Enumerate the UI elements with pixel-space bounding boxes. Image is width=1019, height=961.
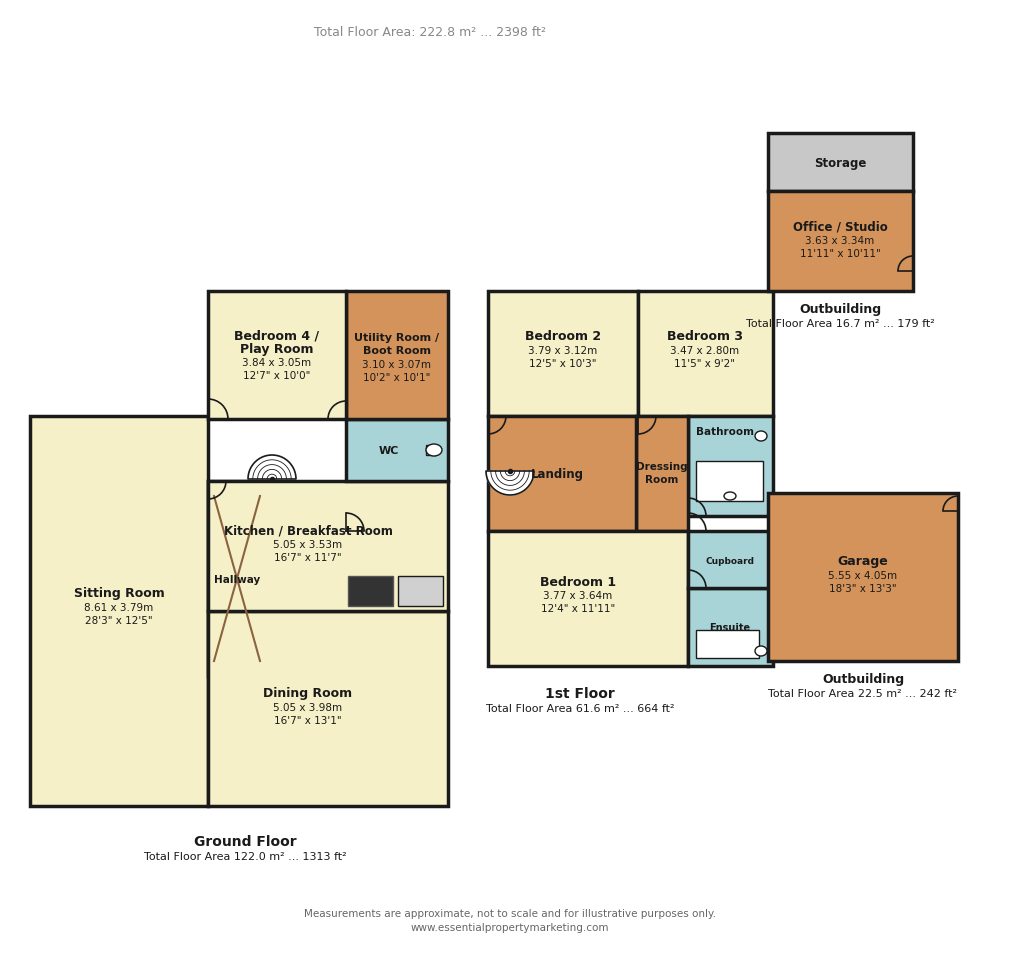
Bar	[397, 577, 442, 606]
Bar	[695, 461, 762, 502]
Text: Bedroom 2: Bedroom 2	[525, 331, 600, 343]
Text: 10'2" x 10'1": 10'2" x 10'1"	[363, 373, 430, 382]
Bar	[345, 292, 447, 420]
Bar	[767, 134, 912, 192]
Text: 12'4" x 11'11": 12'4" x 11'11"	[540, 604, 614, 613]
Bar	[426, 446, 435, 456]
Text: Total Floor Area 16.7 m² ... 179 ft²: Total Floor Area 16.7 m² ... 179 ft²	[745, 319, 933, 329]
Bar	[637, 292, 772, 416]
Text: 3.79 x 3.12m: 3.79 x 3.12m	[528, 346, 597, 356]
Text: Bedroom 4 /: Bedroom 4 /	[234, 330, 319, 342]
Text: Ground Floor: Ground Floor	[194, 834, 297, 849]
Text: 3.77 x 3.64m: 3.77 x 3.64m	[543, 590, 612, 601]
Ellipse shape	[426, 445, 441, 456]
Text: 5.05 x 3.98m: 5.05 x 3.98m	[273, 702, 342, 712]
Polygon shape	[248, 456, 296, 480]
Ellipse shape	[754, 431, 766, 441]
Text: Storage: Storage	[813, 157, 865, 169]
Bar	[208, 611, 447, 806]
Text: Boot Room: Boot Room	[363, 346, 431, 356]
Bar	[208, 292, 345, 420]
Text: 12'5" x 10'3": 12'5" x 10'3"	[529, 358, 596, 369]
Text: 12'7" x 10'0": 12'7" x 10'0"	[244, 371, 311, 381]
Text: Bathroom: Bathroom	[695, 427, 753, 436]
Ellipse shape	[754, 647, 766, 656]
Bar	[487, 531, 688, 666]
Text: 3.47 x 2.80m: 3.47 x 2.80m	[669, 346, 739, 356]
Text: 3.63 x 3.34m: 3.63 x 3.34m	[805, 235, 873, 246]
Text: Total Floor Area 122.0 m² ... 1313 ft²: Total Floor Area 122.0 m² ... 1313 ft²	[144, 851, 346, 861]
Text: Sitting Room: Sitting Room	[73, 587, 164, 600]
Text: 11'5" x 9'2": 11'5" x 9'2"	[674, 358, 735, 369]
Text: 5.05 x 3.53m: 5.05 x 3.53m	[273, 539, 342, 550]
Text: Total Floor Area: 222.8 m² ... 2398 ft²: Total Floor Area: 222.8 m² ... 2398 ft²	[314, 26, 545, 38]
Bar	[688, 416, 772, 516]
Bar	[695, 630, 758, 658]
Bar	[208, 481, 266, 677]
Text: WC: WC	[378, 446, 398, 456]
Text: Utility Room /: Utility Room /	[354, 333, 439, 343]
Text: www.essentialpropertymarketing.com: www.essentialpropertymarketing.com	[411, 922, 608, 932]
Text: Ensuite: Ensuite	[709, 623, 750, 632]
Bar	[767, 192, 912, 292]
Bar	[636, 416, 688, 531]
Text: Outbuilding: Outbuilding	[798, 303, 880, 316]
Text: 5.55 x 4.05m: 5.55 x 4.05m	[827, 571, 897, 580]
Bar	[487, 292, 637, 416]
Text: Cupboard: Cupboard	[705, 555, 754, 565]
Text: 8.61 x 3.79m: 8.61 x 3.79m	[85, 603, 154, 612]
Text: Total Floor Area 22.5 m² ... 242 ft²: Total Floor Area 22.5 m² ... 242 ft²	[767, 688, 957, 699]
Text: Dressing: Dressing	[636, 461, 687, 472]
Text: Total Floor Area 61.6 m² ... 664 ft²: Total Floor Area 61.6 m² ... 664 ft²	[485, 703, 674, 713]
Bar	[688, 588, 772, 666]
Text: Outbuilding: Outbuilding	[821, 673, 903, 686]
Text: Dining Room: Dining Room	[263, 687, 353, 700]
Text: 18'3" x 13'3": 18'3" x 13'3"	[828, 583, 896, 593]
Text: Room: Room	[645, 475, 678, 484]
Bar	[767, 494, 957, 661]
Ellipse shape	[723, 492, 736, 501]
Text: 28'3" x 12'5": 28'3" x 12'5"	[86, 615, 153, 626]
Bar	[688, 531, 772, 588]
Text: Landing: Landing	[530, 468, 583, 481]
Text: 3.10 x 3.07m: 3.10 x 3.07m	[362, 359, 431, 370]
Text: Bedroom 3: Bedroom 3	[666, 331, 742, 343]
Text: Kitchen / Breakfast Room: Kitchen / Breakfast Room	[223, 524, 392, 537]
Text: Hallway: Hallway	[214, 575, 260, 584]
Bar	[345, 420, 447, 481]
Polygon shape	[485, 472, 534, 496]
Bar	[30, 416, 208, 806]
Text: 11'11" x 10'11": 11'11" x 10'11"	[799, 249, 879, 259]
Text: 16'7" x 11'7": 16'7" x 11'7"	[274, 553, 341, 562]
Text: Office / Studio: Office / Studio	[792, 220, 887, 234]
Text: 3.84 x 3.05m: 3.84 x 3.05m	[243, 357, 311, 368]
Bar	[347, 577, 392, 606]
Text: Garage: Garage	[837, 554, 888, 568]
Bar	[208, 481, 447, 611]
Text: Measurements are approximate, not to scale and for illustrative purposes only.: Measurements are approximate, not to sca…	[304, 908, 715, 918]
Bar	[487, 416, 636, 531]
Text: Play Room: Play Room	[240, 342, 314, 356]
Text: 1st Floor: 1st Floor	[544, 686, 614, 701]
Text: Bedroom 1: Bedroom 1	[539, 575, 615, 588]
Text: 16'7" x 13'1": 16'7" x 13'1"	[274, 715, 341, 726]
